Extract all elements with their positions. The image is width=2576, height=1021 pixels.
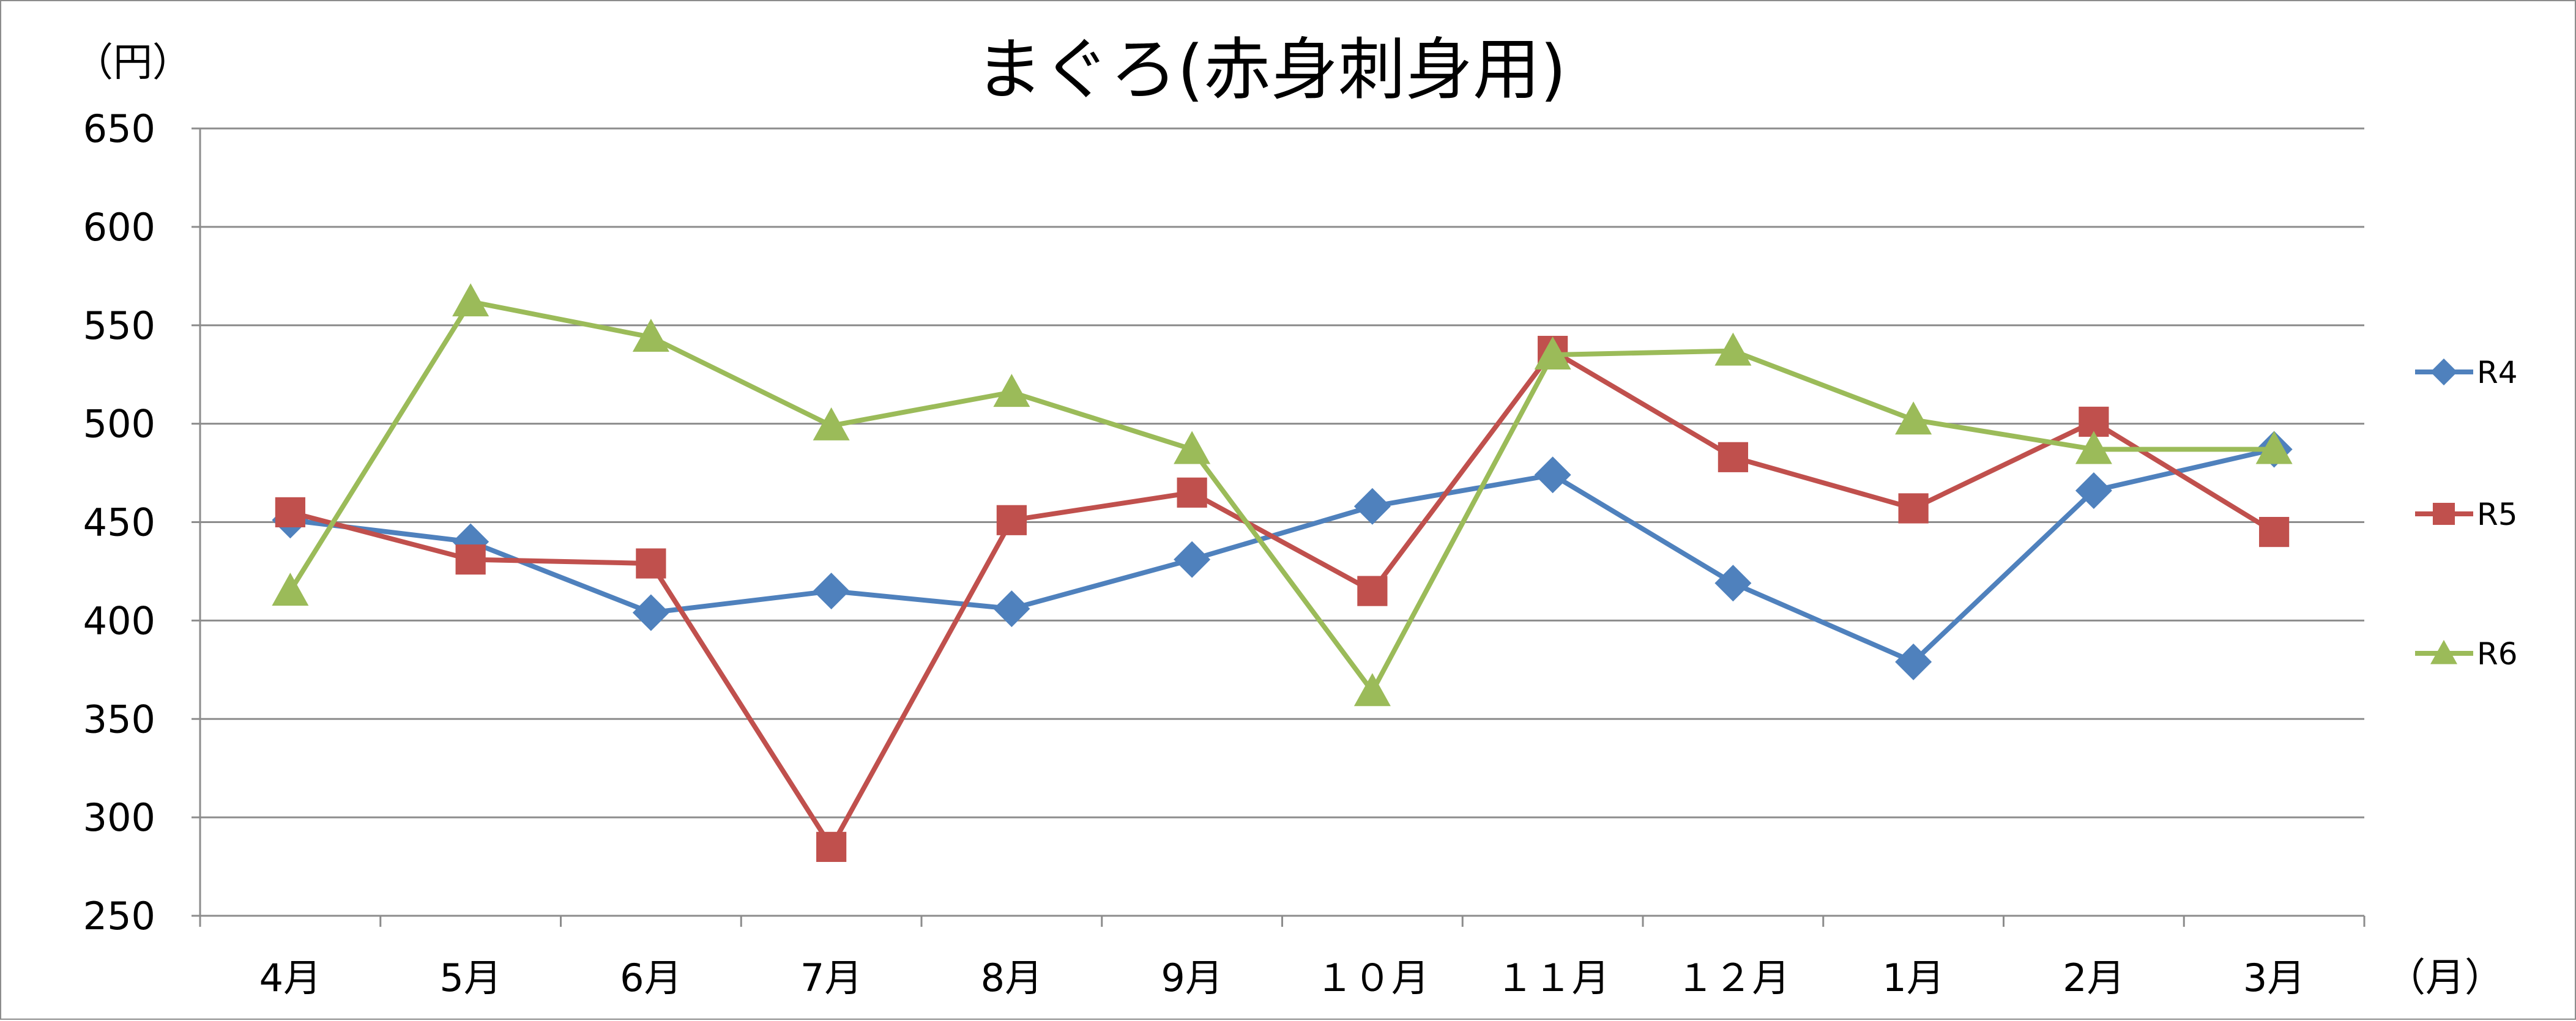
legend-item: R4 [2415,355,2518,390]
data-point [1174,431,1211,464]
series-line [288,299,2274,694]
legend-label: R6 [2477,636,2518,672]
y-tick-label: 500 [83,402,155,447]
y-tick-label: 600 [83,205,155,250]
axes [192,127,2366,927]
chart-title: まぐろ(赤身刺身用) [975,31,1566,109]
data-point [2075,472,2112,510]
x-tick-label: １１月 [1496,956,1610,1000]
data-point [1895,401,1932,435]
data-point [1534,336,1571,370]
data-point [1534,456,1571,494]
data-point [813,573,850,610]
data-point [813,407,850,440]
data-point [1718,442,1748,472]
data-point [636,548,666,579]
data-point [632,594,669,631]
gridlines [200,127,2364,819]
data-point [632,319,669,352]
data-point [1177,477,1207,508]
data-point [1895,643,1932,680]
x-tick-labels: 4月 5月 6月 7月 8月 9月 １０月 １１月 １２月 1月 2月 3月 [259,956,2306,1000]
series-line [289,447,2275,664]
y-tick-label: 350 [83,697,155,741]
x-tick-label: １２月 [1676,956,1790,1000]
y-tick-label: 650 [83,106,155,151]
data-point [1353,673,1391,707]
x-tick-label: 5月 [439,956,501,1000]
data-point [2255,431,2293,464]
legend-label: R4 [2477,355,2518,390]
data-point [2075,431,2112,464]
x-tick-label: 3月 [2243,956,2305,1000]
legend-item: R5 [2415,497,2518,532]
x-axis-unit: （月） [2386,956,2504,1001]
data-point [1714,565,1752,602]
y-tick-label: 450 [83,500,155,545]
y-axis-unit: （円） [74,40,192,86]
legend-label: R5 [2477,497,2518,532]
y-tick-label: 550 [83,303,155,348]
series-lines [272,283,2293,862]
data-point [1357,576,1388,606]
data-point [816,831,847,862]
data-point [996,505,1027,535]
x-tick-label: 7月 [800,956,862,1000]
x-tick-label: 9月 [1161,956,1223,1000]
data-point [993,590,1030,628]
data-point [1898,493,1929,524]
series-line [289,348,2276,850]
y-tick-label: 300 [83,795,155,840]
x-tick-label: 2月 [2063,956,2124,1000]
data-point [2430,358,2457,385]
x-tick-label: 8月 [981,956,1043,1000]
data-point [993,374,1030,407]
data-point [455,544,486,575]
data-point [1714,332,1752,366]
x-tick-label: 6月 [620,956,682,1000]
x-tick-label: １０月 [1316,956,1429,1000]
legend-item: R6 [2415,636,2518,672]
series-R6 [272,283,2293,707]
data-point [2259,516,2290,548]
legend: R4 R5 R6 [2415,355,2518,672]
data-point [1353,488,1391,525]
data-point [1174,541,1211,578]
y-tick-label: 400 [83,598,155,643]
data-point [452,283,490,317]
data-point [275,497,305,528]
x-tick-label: 4月 [259,956,321,1000]
series-R4 [272,431,2293,680]
y-tick-labels: 250 300 350 400 450 500 550 600 650 [83,106,155,938]
data-point [2432,502,2455,525]
data-point [272,573,309,606]
series-R5 [275,335,2290,862]
data-point [2430,640,2457,664]
y-tick-label: 250 [83,894,155,938]
x-tick-label: 1月 [1882,956,1944,1000]
